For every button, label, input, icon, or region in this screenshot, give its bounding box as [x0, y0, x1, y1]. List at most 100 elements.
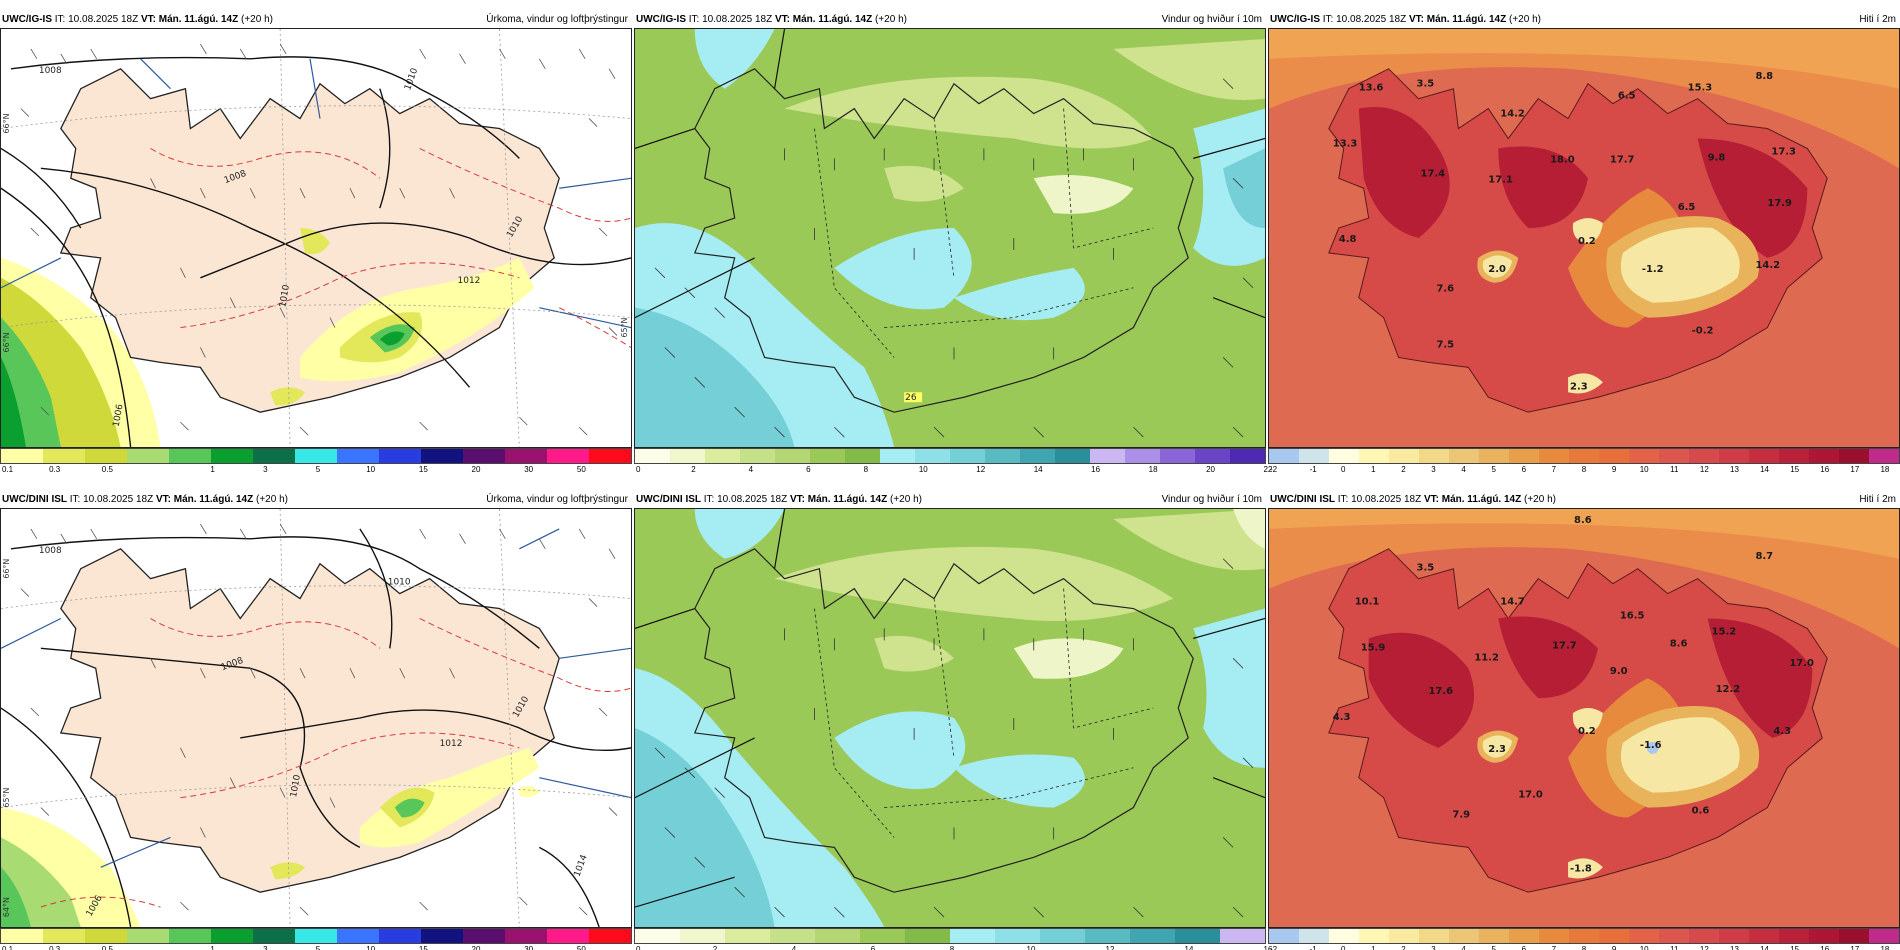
temp-value: 7.5	[1436, 339, 1454, 350]
colorbar-segment	[860, 929, 905, 943]
colorbar-segment	[810, 449, 845, 463]
colorbar-segment	[1809, 929, 1839, 943]
colorbar-segment	[1130, 929, 1175, 943]
wind-map-svg: 26	[635, 29, 1265, 447]
colorbar-segment	[995, 929, 1040, 943]
colorbar-segment	[1479, 449, 1509, 463]
colorbar-segment	[1055, 449, 1090, 463]
colorbar-tick-label: 18	[1880, 945, 1890, 950]
graticule	[1, 58, 631, 329]
colorbar-tick-label: 6	[1521, 465, 1527, 474]
colorbar-segment	[705, 449, 740, 463]
vt-label: VT:	[789, 494, 805, 505]
temperature-map[interactable]: 8.6 3.5 8.7 10.1 14.7 16.5 15.2 15.9 11.…	[1268, 508, 1900, 928]
model-name: UWC/DINI ISL	[636, 494, 701, 505]
colorbar-tick-label: 16	[1263, 945, 1273, 950]
colorbar-segment	[1509, 929, 1539, 943]
colorbar-segment	[1539, 929, 1569, 943]
colorbar-tick-label: 12	[1699, 465, 1709, 474]
colorbar-segment	[211, 929, 253, 943]
colorbar-tick-label: 0.1	[2, 465, 14, 474]
temp-value: 0.6	[1692, 806, 1710, 817]
temperature-colorbar	[1268, 928, 1900, 944]
colorbar-tick-label: 0	[636, 465, 641, 474]
colorbar-segment	[1569, 449, 1599, 463]
temp-value: 17.3	[1771, 146, 1796, 157]
it-label: IT:	[69, 494, 81, 505]
wind-speed-fill	[635, 29, 1265, 447]
colorbar-segment	[1220, 929, 1265, 943]
colorbar-segment	[770, 929, 815, 943]
precip-south-coast	[270, 747, 540, 880]
temp-value: 6.5	[1678, 202, 1696, 213]
vt-value: Mán. 11.ágú. 14Z	[158, 14, 239, 25]
colorbar-tick-label: 10	[366, 465, 376, 474]
temperature-map[interactable]: 13.6 3.5 14.2 6.5 15.3 8.8 13.3 17.4 17.…	[1268, 28, 1900, 448]
it-value: 10.08.2025 18Z	[68, 14, 139, 25]
colorbar-tick-label: 12	[1105, 945, 1115, 950]
colorbar-tick-label: 8	[1581, 465, 1587, 474]
colorbar-tick-label: 10	[918, 465, 928, 474]
temp-value: 10.1	[1355, 597, 1380, 608]
precip-map[interactable]: 1008 1010 1008 1010 1012 1010 1014 1006 …	[0, 508, 632, 928]
panel-bottom-right: UWC/DINI ISL IT: 10.08.2025 18Z VT: Mán.…	[1268, 492, 1900, 950]
colorbar-tick-label: 20	[471, 945, 481, 950]
colorbar-tick-label: 8	[863, 465, 869, 474]
colorbar-segment	[337, 929, 379, 943]
colorbar-segment	[421, 929, 463, 943]
colorbar-tick-label: 0	[1341, 945, 1346, 950]
colorbar-segment	[253, 449, 295, 463]
temp-value: -1.2	[1642, 264, 1664, 275]
temp-value: 13.6	[1359, 83, 1384, 94]
colorbar-segment	[1299, 449, 1329, 463]
precip-map[interactable]: 1008 1010 1008 1010 1012 1010 1006 66°N …	[0, 28, 632, 448]
gust-label-box	[904, 392, 923, 403]
colorbar-segment	[880, 449, 915, 463]
lead-time: (+20 h)	[1509, 14, 1541, 25]
colorbar-segment	[1869, 449, 1899, 463]
it-value: 10.08.2025 18Z	[1351, 494, 1422, 505]
colorbar-segment	[43, 449, 85, 463]
colorbar-segment	[379, 929, 421, 943]
colorbar-segment	[1659, 929, 1689, 943]
temperature-map-svg: 13.6 3.5 14.2 6.5 15.3 8.8 13.3 17.4 17.…	[1269, 29, 1899, 447]
it-label: IT:	[54, 14, 66, 25]
colorbar-segment	[1779, 449, 1809, 463]
colorbar-segment	[85, 929, 127, 943]
colorbar-segment	[1869, 929, 1899, 943]
colorbar-segment	[985, 449, 1020, 463]
colorbar-tick-label: 10	[1639, 945, 1649, 950]
colorbar-tick-label: 5	[315, 945, 321, 950]
far-north-sea	[1269, 29, 1899, 89]
colorbar-segment	[1719, 929, 1749, 943]
colorbar-segment	[1539, 449, 1569, 463]
wind-map[interactable]: 26	[634, 28, 1266, 448]
colorbar-segment	[950, 449, 985, 463]
colorbar-tick-label: 8	[949, 945, 955, 950]
colorbar-segment	[421, 449, 463, 463]
colorbar-segment	[1599, 449, 1629, 463]
colorbar-segment	[1779, 929, 1809, 943]
temp-value: 17.0	[1518, 790, 1543, 801]
colorbar-segment	[1389, 449, 1419, 463]
temp-value: 9.8	[1708, 152, 1726, 163]
colorbar-segment	[1629, 929, 1659, 943]
lat-label: 65°N	[2, 787, 11, 807]
model-name: UWC/DINI ISL	[2, 494, 67, 505]
colorbar-tick-label: 0.5	[101, 945, 113, 950]
pressure-label: 1010	[278, 284, 292, 308]
pressure-label: 1010	[289, 774, 303, 798]
pressure-label: 1010	[388, 578, 411, 588]
wind-barbs	[20, 523, 618, 916]
panel-header: UWC/DINI ISL IT: 10.08.2025 18Z VT: Mán.…	[1268, 492, 1900, 508]
lat-label: 66°N	[2, 559, 11, 579]
temp-value: 9.0	[1610, 666, 1628, 677]
temp-value: 15.9	[1361, 642, 1386, 653]
lat-label: 65°N	[620, 317, 629, 337]
colorbar-tick-label: 10	[1639, 465, 1649, 474]
colorbar-segment	[1449, 449, 1479, 463]
precip-colorbar	[0, 448, 632, 464]
precip-south-coast	[270, 228, 535, 406]
wind-map[interactable]	[634, 508, 1266, 928]
colorbar-segment	[670, 449, 705, 463]
